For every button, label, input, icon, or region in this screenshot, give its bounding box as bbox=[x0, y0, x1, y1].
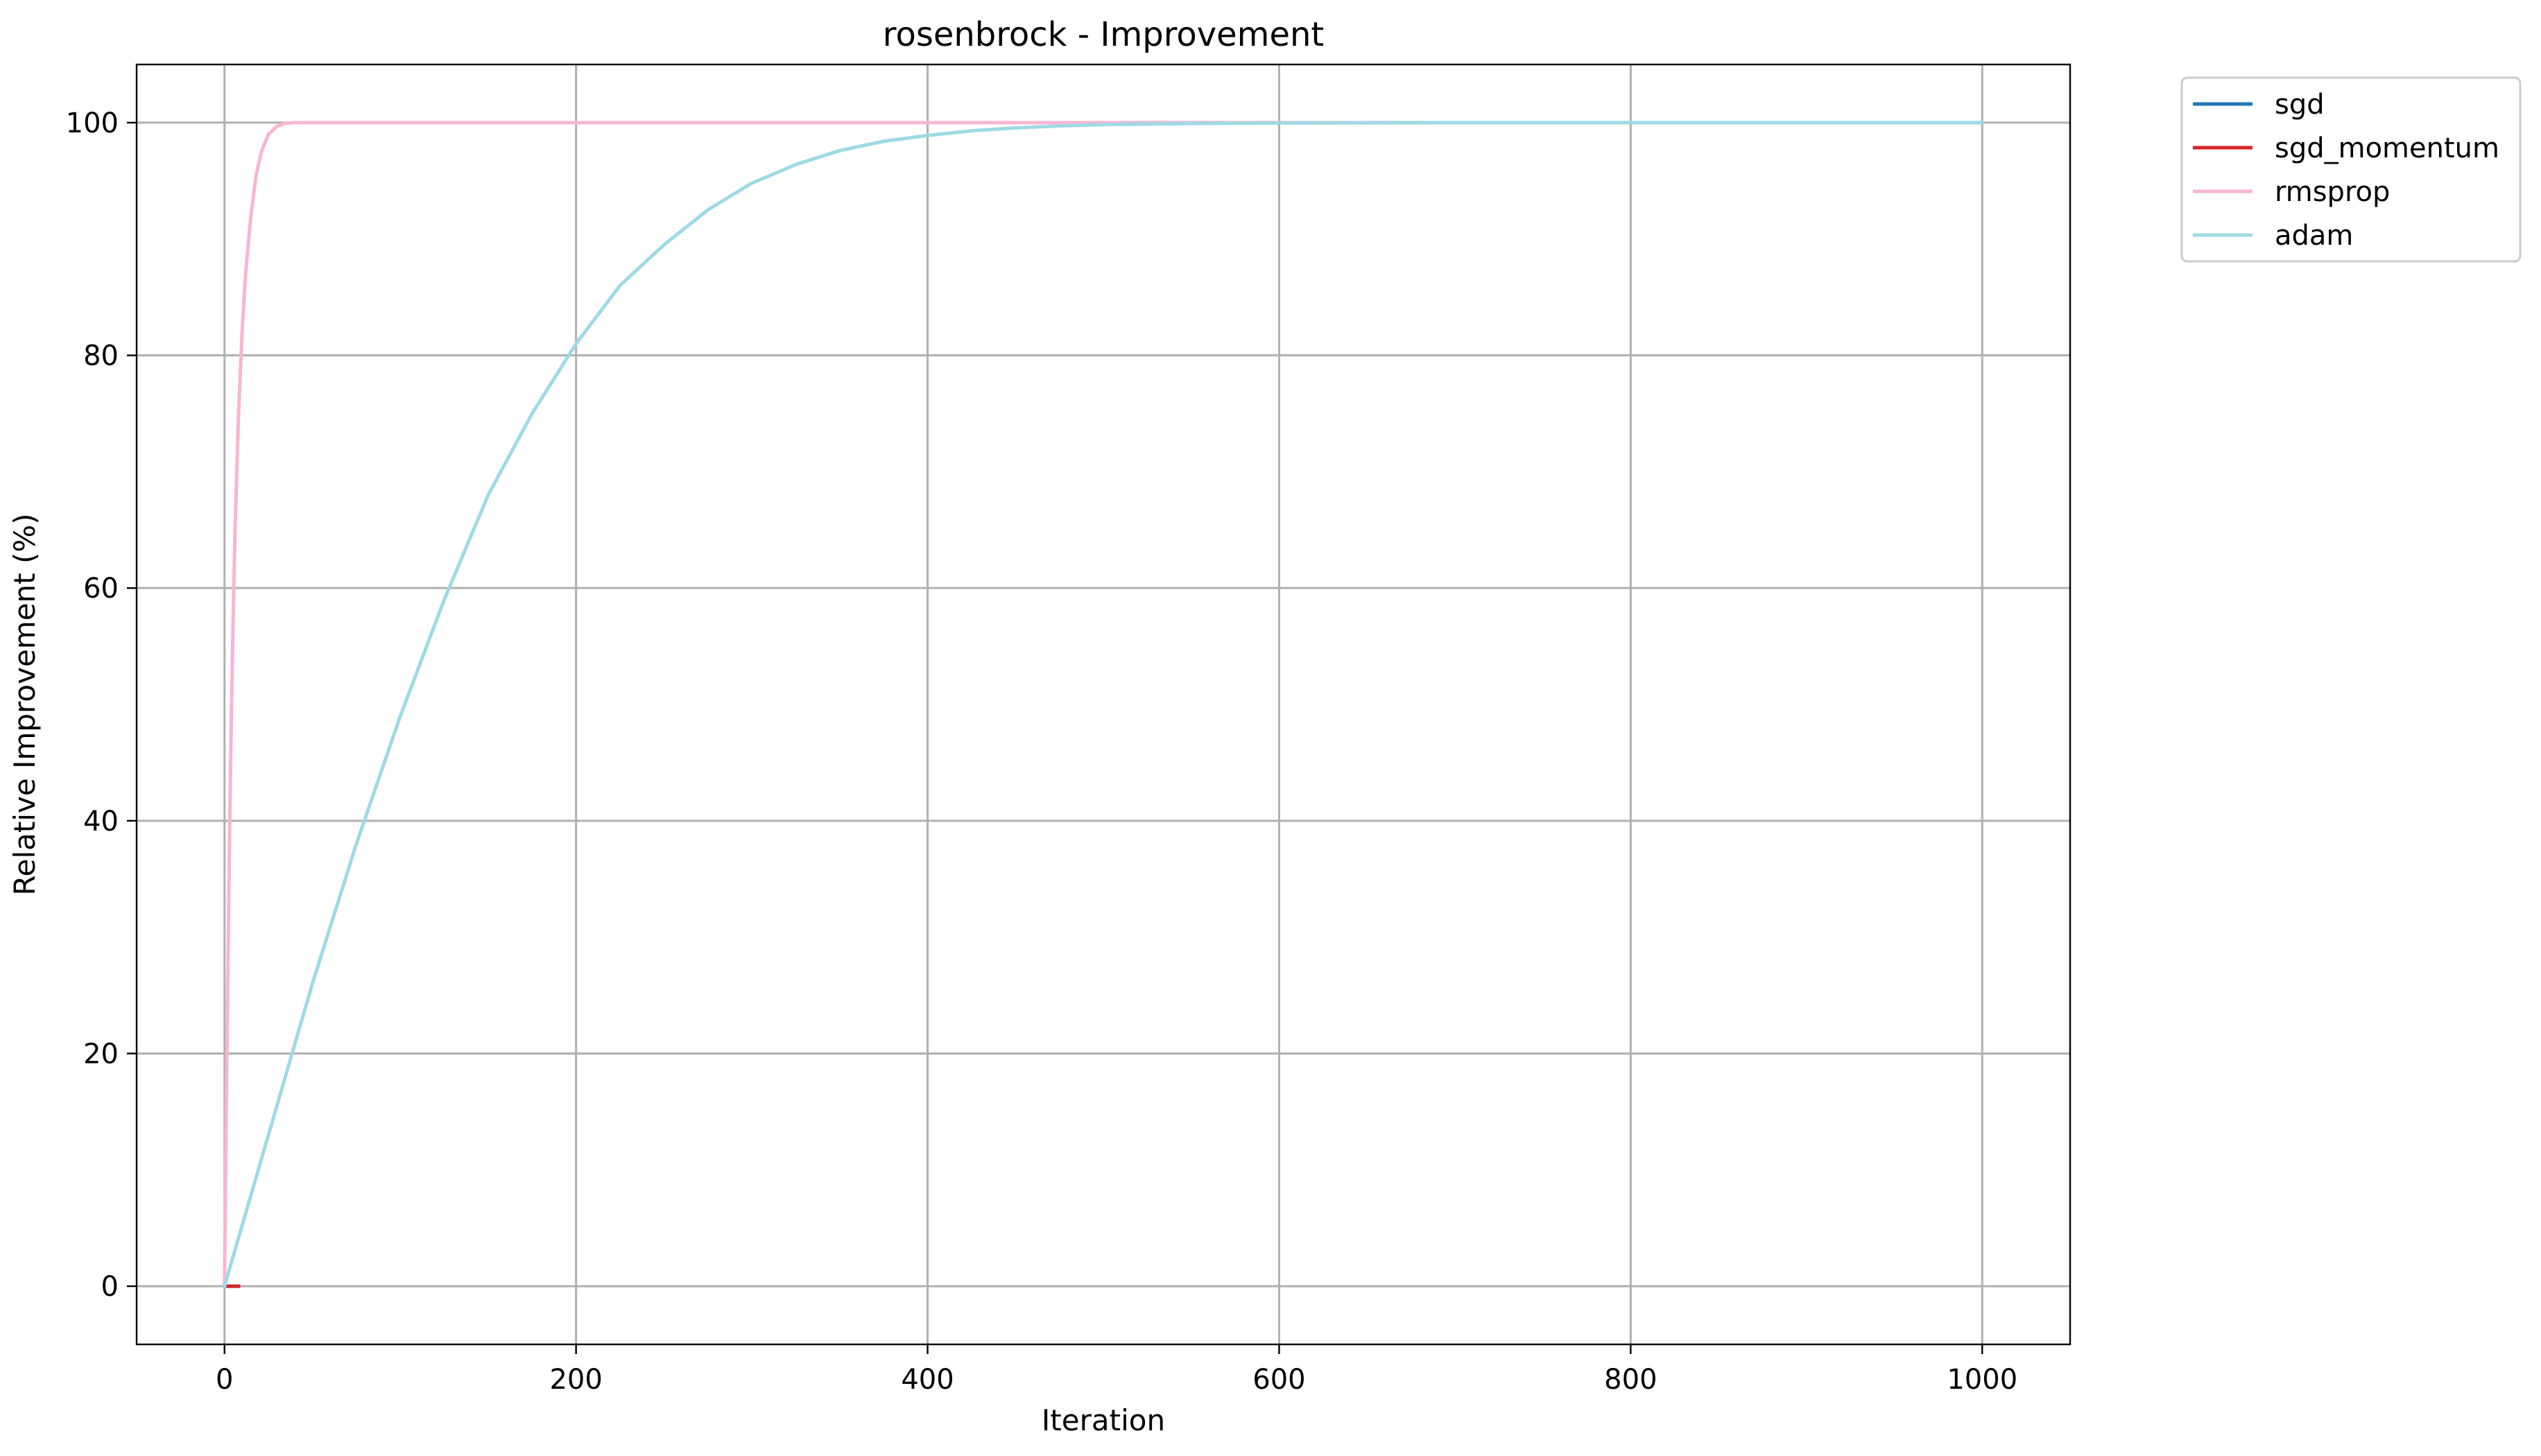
x-tick-label: 800 bbox=[1604, 1364, 1657, 1396]
x-tick-label: 200 bbox=[549, 1364, 602, 1396]
series-line-rmsprop bbox=[223, 121, 1984, 1288]
y-tick-label: 100 bbox=[66, 107, 119, 139]
y-tick-label: 80 bbox=[83, 340, 119, 372]
y-tick-label: 0 bbox=[101, 1271, 119, 1303]
y-tick-label: 40 bbox=[83, 806, 119, 838]
x-tick-label: 0 bbox=[216, 1364, 233, 1396]
y-tick-label: 60 bbox=[83, 573, 119, 605]
series-lines bbox=[222, 121, 1984, 1289]
ticks: 0 200 400 600 800 1000 0 20 40 60 80 100 bbox=[66, 107, 2018, 1396]
series-line-adam bbox=[222, 121, 1984, 1289]
legend-label-sgd: sgd bbox=[2275, 89, 2325, 121]
x-axis-label: Iteration bbox=[1042, 1403, 1165, 1437]
legend-label-sgd-momentum: sgd_momentum bbox=[2275, 132, 2499, 164]
y-tick-label: 20 bbox=[83, 1038, 119, 1070]
x-tick-label: 1000 bbox=[1947, 1364, 2017, 1396]
chart-title: rosenbrock - Improvement bbox=[883, 15, 1324, 54]
plot-frame bbox=[135, 63, 2071, 1346]
legend-label-adam: adam bbox=[2275, 220, 2353, 252]
legend-box bbox=[2180, 76, 2522, 263]
y-axis-label: Relative Improvement (%) bbox=[8, 513, 42, 895]
x-tick-label: 400 bbox=[901, 1364, 954, 1396]
legend-label-rmsprop: rmsprop bbox=[2275, 176, 2390, 208]
x-tick-label: 600 bbox=[1252, 1364, 1305, 1396]
